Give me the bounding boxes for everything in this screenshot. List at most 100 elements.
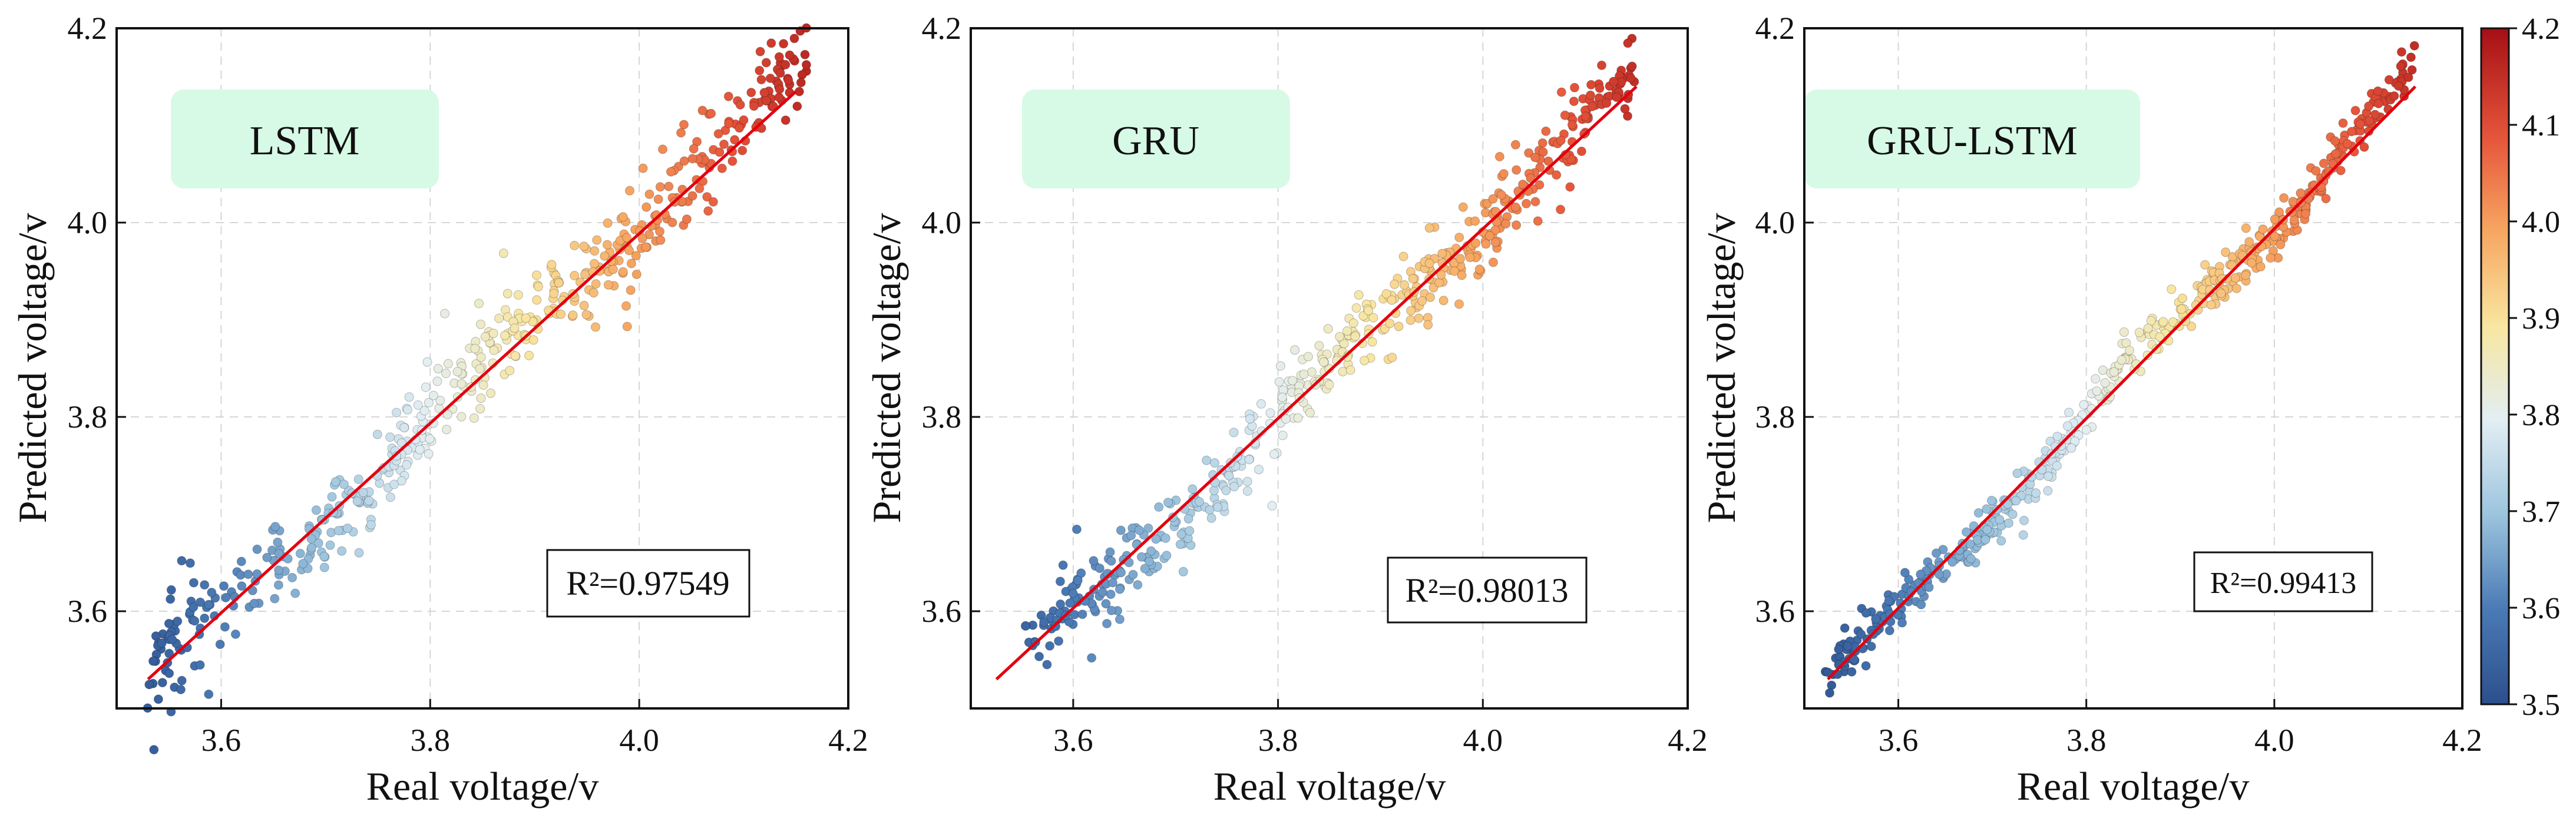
scatter-point [1178, 566, 1188, 576]
scatter-point [2092, 386, 2102, 396]
scatter-point [1229, 482, 1239, 492]
fit-line [147, 90, 797, 681]
scatter-point [2370, 110, 2380, 120]
scatter-point [1162, 551, 1172, 561]
scatter-point [570, 241, 580, 250]
scatter-point [2091, 374, 2101, 384]
scatter-point [774, 52, 784, 62]
scatter-point [723, 91, 733, 101]
scatter-point [1183, 514, 1193, 524]
model-label: GRU-LSTM [1867, 118, 2078, 164]
scatter-point [273, 580, 283, 590]
scatter-point [167, 635, 177, 644]
scatter-point [1454, 233, 1464, 243]
scatter-point [457, 412, 467, 422]
x-tick-label: 4.2 [2442, 723, 2482, 758]
scatter-point [2178, 293, 2187, 303]
scatter-point [1556, 204, 1566, 214]
scatter-point [1871, 614, 1881, 624]
scatter-point [2221, 247, 2231, 257]
scatter-point [1616, 77, 1626, 87]
y-tick-label: 4.2 [922, 11, 962, 46]
scatter-point [1995, 515, 2005, 525]
scatter-point [624, 246, 634, 256]
r2-box [1387, 556, 1588, 624]
scatter-point [327, 492, 337, 502]
scatter-point [695, 184, 705, 194]
x-tick-label: 4.0 [2254, 723, 2294, 758]
scatter-point [1518, 180, 1528, 190]
scatter-point [719, 140, 729, 149]
scatter-point [2143, 323, 2153, 333]
scatter-point [402, 460, 412, 470]
scatter-point [164, 668, 174, 678]
colorbar-tick-label: 3.7 [2522, 495, 2560, 529]
colorbar-tick-label: 3.6 [2522, 592, 2560, 625]
scatter-point [1623, 38, 1633, 48]
model-label-box [171, 90, 439, 188]
scatter-point [415, 445, 425, 455]
scatter-point [1140, 564, 1150, 574]
scatter-point [2393, 81, 2403, 91]
scatter-point [1265, 408, 1275, 418]
scatter-point [1319, 357, 1329, 367]
scatter-point [1501, 219, 1511, 229]
colorbar-ticks: 3.5 3.6 3.7 3.8 3.9 4.0 4.1 4.2 [2509, 12, 2560, 722]
panel-gru-lstm: GRU-LSTM R²=0.99413 3.6 3.8 4.0 4.2 3.6 3.8 4.… [1699, 11, 2482, 809]
scatter-point [781, 59, 791, 69]
scatter-point [2301, 209, 2311, 218]
x-axis-title: Real voltage/v [366, 764, 599, 809]
scatter-point [755, 47, 765, 57]
scatter-point [1499, 169, 1509, 179]
x-tick-label: 3.8 [2066, 723, 2107, 758]
scatter-point [759, 88, 769, 98]
y-tick-label: 3.8 [68, 399, 108, 435]
scatter-point [1849, 655, 1859, 664]
scatter-point [1213, 502, 1223, 512]
scatter-point [600, 251, 610, 261]
scatter-point [1982, 525, 1992, 535]
scatter-point [185, 558, 195, 568]
scatter-point [230, 629, 240, 639]
scatter-point [1256, 399, 1266, 409]
scatter-point [1996, 536, 2006, 546]
scatter-point [1935, 569, 1945, 579]
scatter-point [1612, 92, 1622, 102]
colorbar-tick-label: 3.8 [2522, 399, 2560, 432]
scatter-point [556, 309, 566, 319]
scatter-point [1290, 345, 1300, 355]
scatter-point [1856, 629, 1866, 639]
scatter-point [1205, 505, 1215, 515]
scatter-point [638, 163, 648, 173]
scatter-point [1054, 636, 1064, 646]
scatter-point [1128, 569, 1138, 579]
scatter-point [1364, 306, 1373, 316]
scatter-point [2200, 260, 2210, 270]
scatter-point [1278, 430, 1288, 440]
scatter-point [703, 206, 713, 216]
scatter-point [667, 217, 677, 227]
scatter-point [682, 214, 692, 224]
scatter-point [2247, 258, 2257, 268]
scatter-point [2396, 61, 2406, 71]
scatter-points [143, 23, 811, 755]
scatter-point [602, 240, 612, 250]
scatter-point [2177, 304, 2187, 314]
x-tick-label: 4.2 [1668, 723, 1708, 758]
y-tick-label: 4.0 [922, 205, 962, 240]
scatter-point [2274, 207, 2284, 217]
scatter-point [204, 690, 214, 699]
scatter-point [761, 95, 771, 105]
scatter-point [354, 548, 364, 558]
scatter-point [1512, 165, 1522, 175]
scatter-point [510, 323, 520, 333]
scatter-point [1510, 202, 1520, 212]
scatter-point [1530, 153, 1540, 163]
scatter-point [287, 572, 297, 582]
y-axis-title: Predicted voltage/v [864, 213, 909, 524]
scatter-point [290, 588, 300, 598]
scatter-point [1436, 270, 1446, 280]
scatter-point [513, 290, 523, 300]
scatter-point [1209, 485, 1219, 495]
scatter-point [352, 496, 362, 506]
